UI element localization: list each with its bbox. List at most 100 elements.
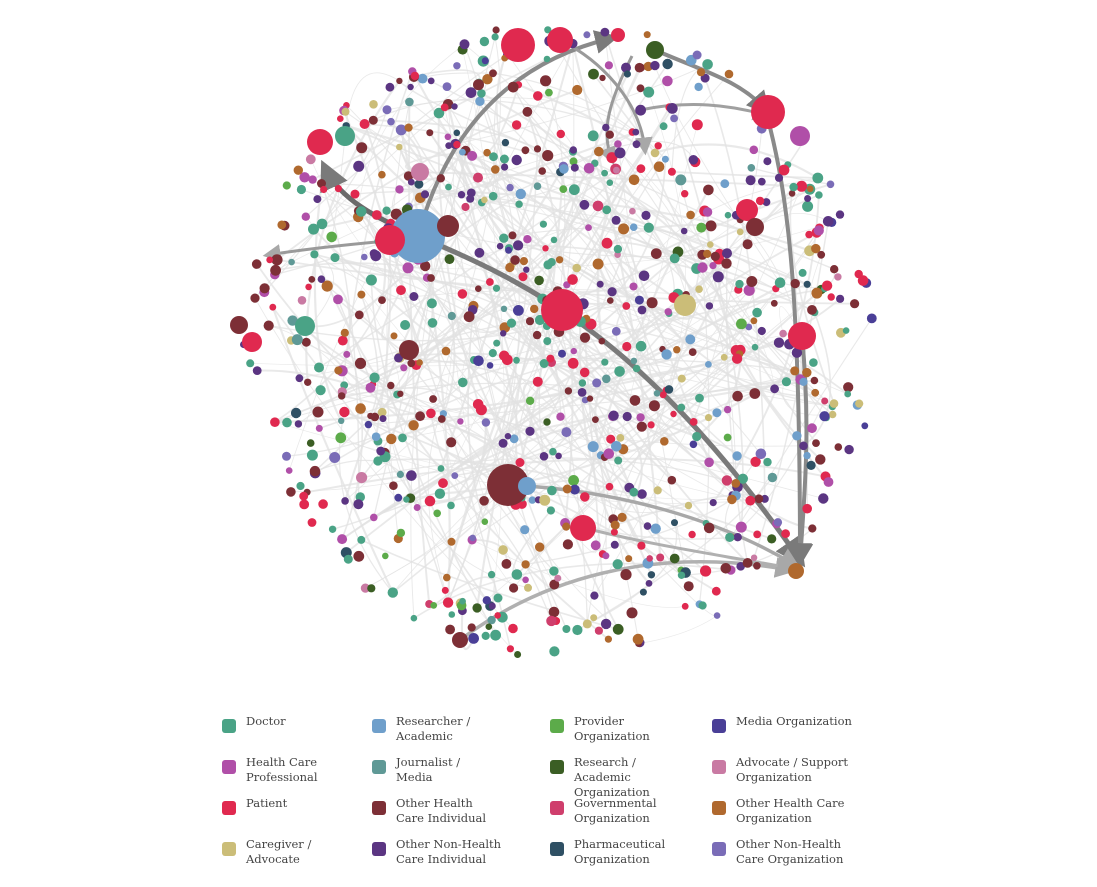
node [524,583,532,592]
node [654,142,662,150]
edge [314,459,418,508]
node [733,533,742,542]
node [813,225,824,236]
node [451,103,458,110]
node [648,400,660,412]
node [315,424,323,432]
node [457,191,466,199]
node [803,451,811,460]
node [774,277,786,289]
node [453,62,461,70]
node [722,248,732,259]
node [525,317,535,326]
node [598,337,606,345]
node [520,525,530,535]
node [424,495,436,507]
node [767,534,777,544]
node [291,334,303,346]
node [632,633,644,645]
node [743,284,755,296]
node [720,179,730,189]
node [369,372,380,383]
node [562,522,571,531]
node [632,140,641,149]
node [572,263,581,273]
legend-swatch [550,801,564,815]
node [521,560,530,569]
node [465,87,477,98]
node [742,558,753,568]
node [639,588,647,596]
node [828,410,837,419]
node [459,597,466,605]
node [600,27,610,37]
node [806,185,814,193]
node [582,619,592,629]
node-hub-other-hc-individual [746,218,764,236]
node [367,584,376,593]
node [605,482,614,491]
node [549,566,559,576]
node [629,223,638,231]
node [407,178,415,186]
node [499,154,509,164]
node [534,275,544,286]
edge [295,387,487,423]
edge [323,189,360,505]
node [511,154,522,166]
node [494,612,502,619]
node [482,596,491,605]
node [697,262,708,273]
node [546,615,557,627]
node [749,388,761,399]
node [453,140,461,149]
node [438,478,448,489]
edge [437,113,517,505]
node [590,591,599,600]
edge [429,132,525,262]
node [547,258,556,267]
node [492,284,501,292]
node [371,432,381,442]
node [789,182,798,192]
node-hub-other-hc-individual [399,340,419,360]
node [842,327,850,334]
node [355,206,367,217]
node [688,348,697,356]
node [405,97,414,107]
node-hub-hcp [790,126,810,146]
node [515,200,523,208]
node [802,200,814,212]
node [614,140,622,148]
node [402,262,414,274]
node [602,205,612,215]
node [812,439,820,447]
node [308,276,316,283]
node [736,318,747,330]
node [781,529,790,539]
legend-swatch [372,760,386,774]
node [564,387,573,395]
node [653,161,665,172]
node [629,207,636,215]
node-hub-doctor [335,126,355,146]
edge [571,43,662,558]
node [579,332,591,343]
legend-item: Other Health Care Organization [712,796,856,826]
node [499,350,510,361]
node [396,143,403,151]
edge [429,422,487,503]
node [819,411,830,422]
node [290,407,302,419]
node [850,299,860,309]
node-hub-researcher [391,209,445,263]
node [294,420,303,428]
node [427,77,435,85]
node [479,496,489,506]
node [328,525,337,533]
node [444,254,455,265]
hub-nodes-layer [230,27,816,648]
node [475,285,482,293]
node [611,215,621,225]
node-hub-other-hc-individual [437,215,459,237]
